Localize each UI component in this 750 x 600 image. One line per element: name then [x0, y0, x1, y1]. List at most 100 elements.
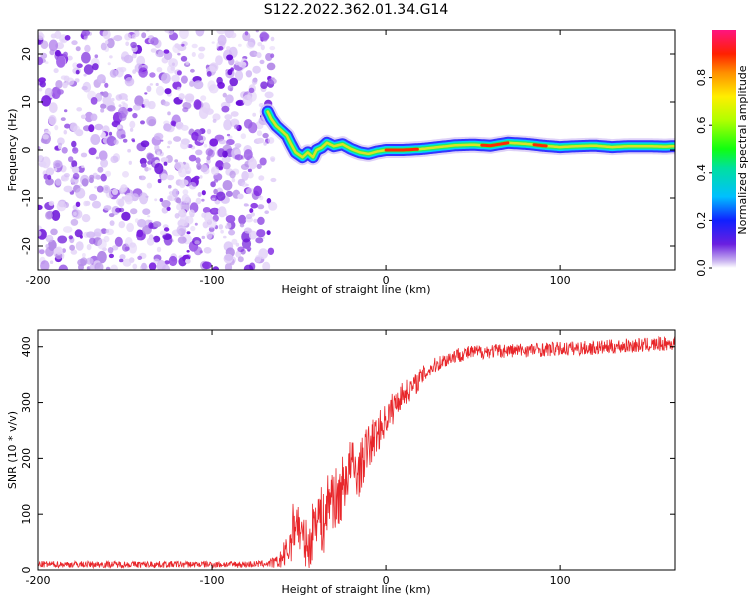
noise-speck	[256, 52, 262, 59]
noise-speck	[200, 164, 208, 173]
noise-speck	[168, 184, 172, 189]
noise-speck	[60, 75, 67, 80]
noise-speck	[48, 200, 55, 206]
noise-speck	[224, 262, 233, 270]
noise-speck	[185, 95, 194, 104]
noise-speck	[55, 246, 63, 255]
noise-speck	[244, 227, 252, 234]
noise-speck	[61, 38, 66, 43]
noise-speck	[195, 197, 202, 205]
noise-speck	[58, 264, 69, 270]
noise-speck	[122, 138, 128, 143]
noise-speck	[72, 147, 79, 154]
noise-speck	[244, 31, 249, 36]
noise-speck	[166, 145, 171, 149]
noise-speck	[202, 207, 211, 214]
noise-speck	[194, 222, 198, 226]
noise-speck	[113, 139, 119, 145]
spectrogram-xtick-label: 100	[550, 274, 571, 287]
noise-speck	[247, 168, 252, 173]
noise-speck	[188, 181, 197, 190]
noise-speck	[270, 177, 277, 183]
noise-speck	[268, 201, 278, 211]
noise-speck	[181, 194, 190, 204]
ridge-hotspot	[384, 147, 419, 152]
noise-speck	[55, 178, 62, 186]
snr-ticks: -200 -100 0 100 0 100 200 300 400	[20, 330, 675, 587]
noise-speck	[238, 214, 247, 225]
noise-speck	[212, 118, 217, 123]
noise-speck	[51, 210, 61, 221]
noise-speck	[144, 92, 148, 95]
noise-speck	[249, 208, 254, 214]
noise-speck	[175, 197, 182, 204]
noise-speck	[140, 163, 147, 168]
noise-speck	[152, 221, 162, 228]
noise-speck	[231, 177, 236, 183]
noise-speck	[123, 195, 133, 202]
noise-speck	[235, 250, 242, 258]
noise-speck	[120, 184, 128, 193]
noise-speck	[108, 213, 115, 218]
noise-speck	[228, 135, 233, 139]
noise-speck	[163, 101, 170, 107]
ridge-hotspot	[480, 141, 510, 148]
noise-speck	[89, 174, 95, 180]
noise-speck	[262, 261, 271, 270]
noise-speck	[68, 156, 74, 163]
noise-speck	[65, 77, 75, 86]
noise-speck	[157, 178, 162, 184]
noise-speck	[90, 134, 101, 145]
noise-speck	[71, 166, 80, 174]
noise-speck	[63, 173, 70, 178]
noise-speck	[212, 266, 220, 270]
noise-speck	[70, 179, 75, 184]
noise-speck	[220, 229, 224, 234]
noise-speck	[269, 156, 276, 162]
noise-speck	[241, 181, 248, 188]
noise-speck	[148, 119, 157, 127]
noise-speck	[125, 98, 129, 101]
noise-speck	[247, 171, 254, 179]
noise-speck	[155, 82, 159, 87]
noise-speck	[64, 123, 71, 129]
snr-ytick-label: 400	[20, 336, 33, 357]
noise-speck	[163, 161, 168, 166]
noise-speck	[94, 54, 99, 59]
noise-speck	[100, 103, 107, 109]
noise-speck	[94, 262, 104, 270]
noise-speck	[197, 192, 202, 197]
noise-speck	[193, 80, 204, 90]
noise-speck	[200, 95, 207, 101]
noise-speck	[206, 71, 212, 77]
noise-speck	[148, 262, 157, 270]
noise-speck	[168, 255, 178, 267]
noise-speck	[54, 30, 62, 39]
snr-xtick-label: -200	[26, 574, 51, 587]
noise-speck	[126, 222, 134, 233]
noise-speck	[84, 44, 91, 53]
snr-series-line	[38, 335, 675, 570]
noise-speck	[264, 91, 274, 99]
noise-speck	[63, 109, 68, 113]
noise-speck	[146, 182, 153, 189]
noise-speck	[253, 185, 263, 197]
noise-speck	[50, 228, 58, 236]
noise-speck	[64, 35, 71, 41]
spectrogram-xtick-label: 0	[383, 274, 390, 287]
noise-speck	[38, 77, 46, 83]
noise-speck	[237, 246, 245, 253]
noise-speck	[140, 140, 150, 148]
noise-speck	[241, 230, 252, 243]
noise-speck	[61, 175, 66, 182]
noise-speck	[242, 31, 251, 42]
noise-speck	[246, 41, 255, 49]
noise-speck	[48, 39, 59, 52]
snr-ytick-label: 0	[20, 567, 33, 574]
noise-speck	[54, 125, 59, 131]
noise-speck	[189, 80, 195, 87]
colorbar-label: Normalized spectral amplitude	[736, 65, 749, 234]
spectrogram-ridge	[259, 103, 675, 166]
noise-speck	[49, 49, 55, 56]
noise-speck	[234, 70, 244, 81]
